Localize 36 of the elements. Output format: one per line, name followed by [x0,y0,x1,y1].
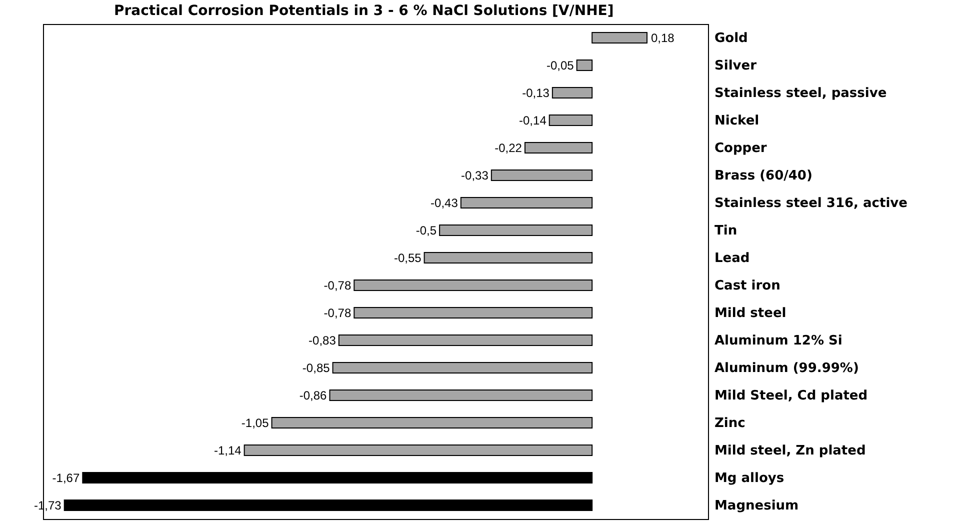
y-tick-label: Zinc [714,416,746,431]
y-tick-label: Lead [714,250,750,266]
data-label: -0,85 [302,360,330,375]
data-label: -1,05 [241,416,270,430]
y-tick-label: Cast iron [714,278,780,294]
data-label: -0,5 [416,223,437,238]
data-label: -0,78 [324,278,352,292]
data-label: -0,43 [430,196,458,210]
data-label: -0,13 [522,86,550,100]
y-tick-label: Brass (60/40) [714,168,812,184]
y-tick-label: Nickel [714,113,760,128]
chart-title: Practical Corrosion Potentials in 3 - 6 % NaCl Solutions [V/NHE] [114,3,614,19]
y-tick-label: Copper [714,140,768,156]
y-tick-label: Stainless steel, passive [714,86,887,101]
y-tick-label: Mild steel [714,306,786,321]
y-tick-label: Aluminum (99.99%) [714,360,859,376]
y-tick-label: Gold [714,30,748,46]
data-label: -0,83 [308,333,336,348]
data-label: -0,78 [324,306,352,320]
y-tick-label: Silver [714,58,758,74]
data-label: -0,22 [494,140,522,155]
data-label: 0,18 [650,30,675,45]
data-label: -0,86 [299,388,328,402]
data-label: -1,14 [214,443,242,458]
data-label: -0,55 [394,250,422,265]
y-tick-label: Magnesium [714,498,799,514]
y-tick-label: Mild Steel, Cd plated [714,388,868,404]
data-label: -1,67 [52,470,80,485]
data-label: -0,14 [519,113,547,128]
data-label: -0,05 [546,58,574,72]
y-tick-label: Aluminum 12% Si [714,333,842,348]
y-tick-label: Mg alloys [714,470,784,486]
y-tick-label: Stainless steel 316, active [714,196,908,211]
y-tick-label: Mild steel, Zn plated [714,443,866,458]
data-label: -0,33 [461,168,489,182]
y-tick-label: Tin [714,223,738,238]
